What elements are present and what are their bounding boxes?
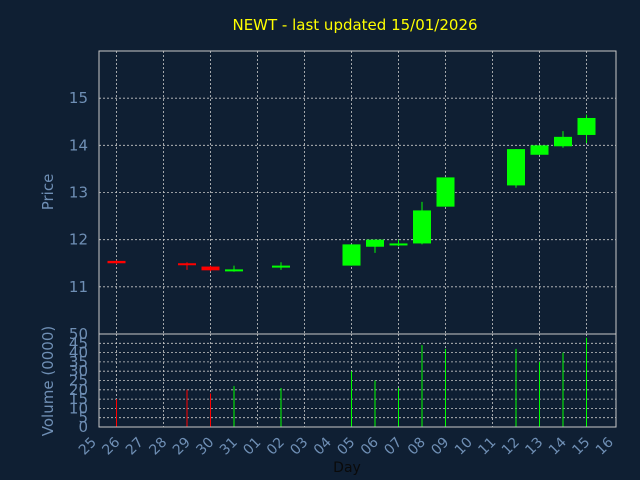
candle-body [389,243,408,246]
x-axis-label: Day [333,460,361,476]
volume-y-tick-label: 30 [69,362,88,380]
volume-y-tick-label: 10 [69,399,88,417]
candle-body [436,177,455,207]
candle-body [272,265,290,268]
candle-body [577,117,596,135]
candle-body [225,269,243,272]
candle-body [507,149,525,186]
volume-series [116,337,587,427]
price-y-ticks: 11 12 13 14 15 [69,89,88,296]
volume-y-tick-label: 50 [69,325,88,343]
candle-body [201,266,220,271]
volume-y-tick-label: 35 [69,353,88,371]
chart-title: NEWT - last updated 15/01/2026 [232,16,477,34]
volume-y-tick-label: 45 [69,334,88,352]
volume-y-tick-label: 5 [78,409,88,427]
price-y-tick-label: 14 [69,136,88,154]
candle-body [530,145,549,155]
candle-body [178,263,196,266]
candle-body [366,239,384,247]
candle-body [342,244,361,266]
volume-y-tick-label: 0 [78,418,88,436]
price-y-tick-label: 11 [69,278,88,296]
volume-plot-frame [98,333,617,428]
volume-y-tick-label: 20 [69,381,88,399]
price-axis-label: Price [39,174,57,211]
price-y-tick-label: 12 [69,231,88,249]
price-y-tick-label: 15 [69,89,88,107]
price-y-tick-label: 13 [69,184,88,202]
x-axis-ticks: 25 26 27 28 29 30 31 01 02 03 04 05 06 07 08 09 10 11 12 13… [76,434,617,458]
volume-y-tick-label: 25 [69,372,88,390]
candle-body [413,210,431,244]
volume-y-tick-label: 40 [69,344,88,362]
volume-axis-label: Volume (0000) [39,326,57,436]
volume-y-tick-label: 15 [69,390,88,408]
candle-body [554,136,572,147]
candlestick-series [107,114,596,272]
candle-body [107,260,126,264]
